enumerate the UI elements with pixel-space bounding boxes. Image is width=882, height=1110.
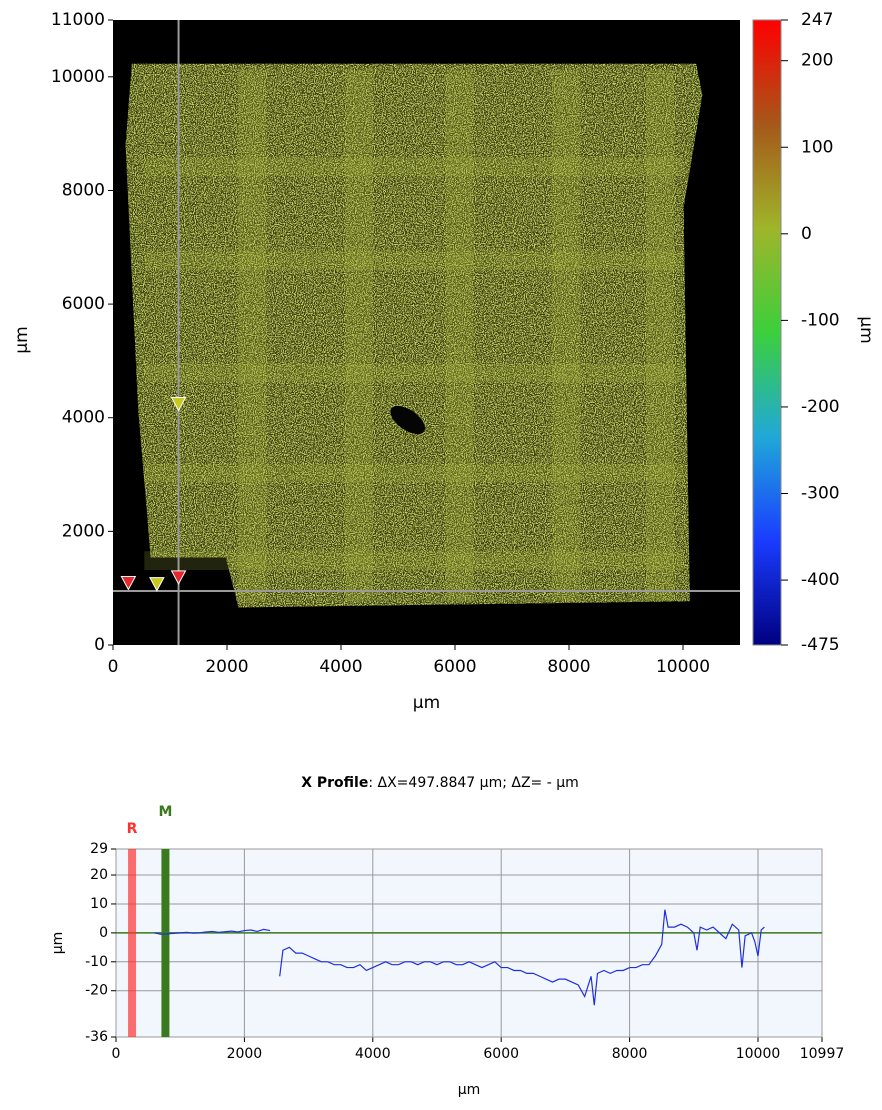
surface-stripe: [645, 70, 675, 602]
y-tick-label: -36: [85, 1029, 108, 1045]
surface-stripe: [551, 70, 581, 602]
profile-chart: X Profile: ΔX=497.8847 µm; ΔZ= - µm 0 2000…: [50, 775, 844, 1098]
x-axis-label: µm: [458, 1082, 481, 1098]
surface-hole: [390, 405, 426, 435]
y-tick-label: 2000: [62, 521, 105, 541]
surface-stripe: [445, 70, 474, 602]
cursor-line: [128, 849, 137, 1037]
x-tick-label: 4000: [355, 1046, 391, 1062]
x-tick-label: 0: [108, 657, 119, 677]
cursor-marker: [120, 576, 137, 591]
y-tick-label: -10: [85, 954, 108, 970]
x-tick-label: 2000: [227, 1046, 263, 1062]
plot-area: [115, 848, 823, 1038]
colorbar-tick-label: -100: [801, 310, 840, 330]
y-tick-label: 6000: [62, 294, 105, 314]
x-tick-label: 10997: [800, 1046, 845, 1062]
x-tick-label: 6000: [483, 1046, 519, 1062]
x-tick-label: 10000: [736, 1046, 781, 1062]
x-tick-label: 4000: [319, 657, 362, 677]
cursor-marker: [170, 570, 187, 585]
colorbar-tick-label: 200: [801, 51, 833, 71]
surface-stripe: [144, 363, 684, 383]
y-axis-label: µm: [12, 326, 32, 353]
colorbar-tick-label: 0: [801, 224, 812, 244]
surface-stripe: [238, 70, 267, 602]
x-tick-label: 0: [112, 1046, 121, 1062]
y-axis-label: µm: [50, 932, 66, 955]
cursor-label: M: [158, 804, 172, 820]
colorbar-tick-label: 100: [801, 137, 833, 157]
colorbar-tick-label: -200: [801, 397, 840, 417]
height-map: 0 2000 4000 6000 8000 10000020004000600080001…: [12, 10, 876, 713]
cursor-line: [161, 849, 170, 1037]
y-tick-label: 11000: [51, 10, 105, 30]
colorbar-tick-label: -400: [801, 570, 840, 590]
y-tick-label: 29: [90, 841, 108, 857]
profile-line: [279, 909, 765, 1006]
x-tick-label: 6000: [433, 657, 476, 677]
title-bold: X Profile: [301, 775, 368, 791]
colorbar-label: µm: [856, 316, 876, 343]
colorbar: [752, 19, 782, 646]
x-tick-label: 8000: [612, 1046, 648, 1062]
cursor-marker: [149, 577, 165, 592]
chart-title: X Profile: ΔX=497.8847 µm; ΔZ= - µm: [301, 775, 579, 791]
y-tick-label: 0: [99, 925, 108, 941]
x-tick-label: 2000: [205, 657, 248, 677]
y-tick-label: 10: [90, 896, 108, 912]
colorbar-tick-label: -300: [801, 484, 840, 504]
x-axis-label: µm: [413, 693, 440, 713]
profile-line: [154, 928, 271, 935]
cursor-marker: [170, 397, 187, 412]
surface-stripe: [344, 70, 374, 602]
y-tick-label: 4000: [62, 408, 105, 428]
surface-stripe: [144, 463, 684, 483]
x-tick-label: 8000: [547, 657, 590, 677]
y-tick-label: 0: [94, 635, 105, 655]
y-tick-label: 10000: [51, 67, 105, 87]
y-tick-label: 20: [90, 867, 108, 883]
surface-stripe: [144, 551, 684, 570]
surface-texture: [125, 63, 703, 608]
surface-stripe: [144, 251, 684, 270]
colorbar-tick-label: 247: [801, 10, 833, 30]
title-text: : ΔX=497.8847 µm; ΔZ= - µm: [368, 775, 578, 791]
surface-stripe: [144, 157, 684, 177]
x-tick-label: 10000: [656, 657, 710, 677]
y-tick-label: 8000: [62, 180, 105, 200]
cursor-label: R: [127, 821, 138, 837]
y-tick-label: -20: [85, 983, 108, 999]
colorbar-tick-label: -475: [801, 635, 840, 655]
